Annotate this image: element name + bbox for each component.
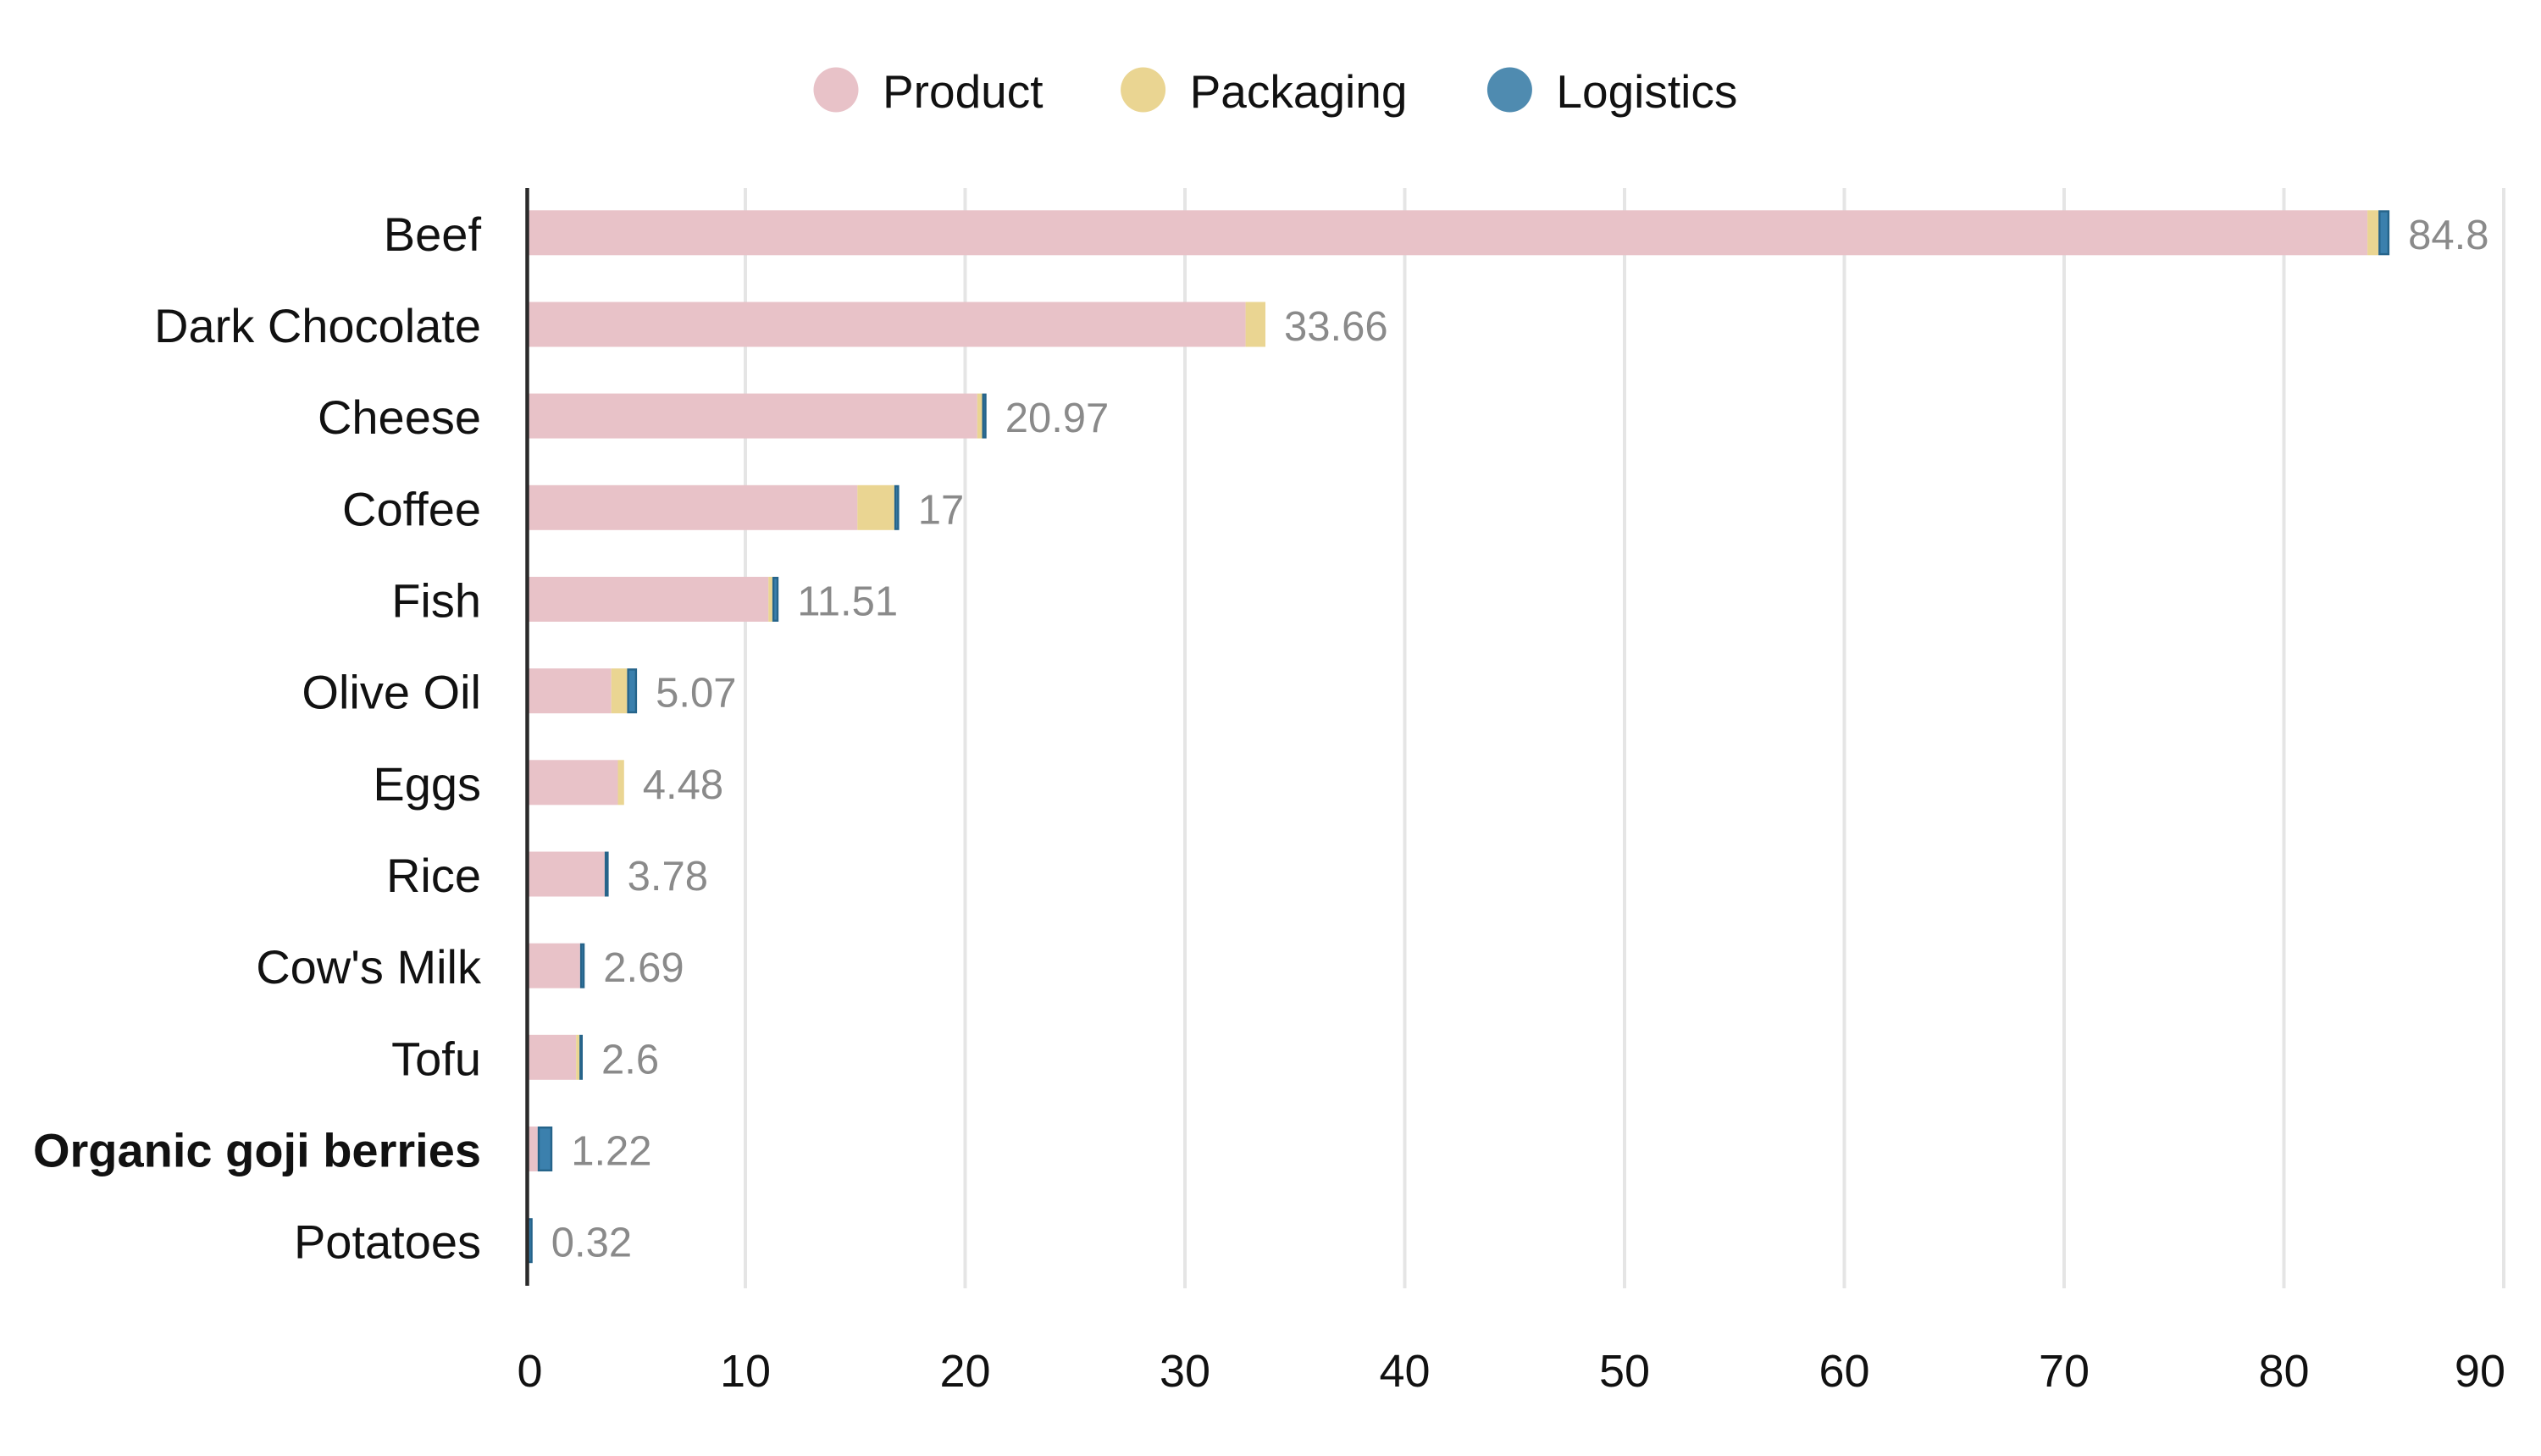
svg-text:17: 17 — [918, 487, 965, 533]
svg-text:1.22: 1.22 — [571, 1129, 651, 1175]
svg-text:Packaging: Packaging — [1190, 65, 1408, 118]
svg-text:30: 30 — [1160, 1346, 1210, 1397]
svg-text:70: 70 — [2039, 1346, 2090, 1397]
svg-text:Cheese: Cheese — [318, 390, 481, 444]
svg-text:3.78: 3.78 — [628, 854, 708, 900]
svg-text:0.32: 0.32 — [551, 1221, 632, 1266]
svg-text:40: 40 — [1379, 1346, 1430, 1397]
svg-text:20: 20 — [939, 1346, 990, 1397]
svg-text:Product: Product — [883, 65, 1044, 118]
svg-text:Potatoes: Potatoes — [294, 1215, 481, 1269]
svg-text:11.51: 11.51 — [797, 579, 898, 625]
svg-text:10: 10 — [720, 1346, 771, 1397]
svg-text:Beef: Beef — [384, 208, 482, 261]
svg-text:Rice: Rice — [386, 849, 481, 902]
svg-text:Coffee: Coffee — [342, 482, 481, 535]
svg-text:50: 50 — [1599, 1346, 1650, 1397]
svg-text:20.97: 20.97 — [1005, 396, 1110, 441]
svg-text:2.69: 2.69 — [603, 945, 684, 991]
svg-text:Dark Chocolate: Dark Chocolate — [154, 299, 481, 352]
svg-text:Tofu: Tofu — [391, 1032, 481, 1085]
svg-text:Organic goji berries: Organic goji berries — [33, 1124, 481, 1177]
svg-text:5.07: 5.07 — [656, 671, 736, 717]
svg-text:Fish: Fish — [391, 574, 481, 628]
svg-text:84.8: 84.8 — [2408, 213, 2488, 258]
svg-text:90: 90 — [2455, 1346, 2505, 1397]
svg-text:2.6: 2.6 — [601, 1037, 659, 1082]
svg-text:33.66: 33.66 — [1284, 304, 1388, 350]
svg-text:80: 80 — [2258, 1346, 2309, 1397]
svg-text:0: 0 — [517, 1346, 542, 1397]
svg-text:Olive Oil: Olive Oil — [302, 666, 481, 719]
svg-text:Logistics: Logistics — [1556, 65, 1737, 118]
svg-text:Cow's Milk: Cow's Milk — [256, 940, 482, 994]
svg-text:60: 60 — [1819, 1346, 1869, 1397]
svg-text:4.48: 4.48 — [643, 762, 723, 808]
svg-text:Eggs: Eggs — [373, 757, 481, 811]
